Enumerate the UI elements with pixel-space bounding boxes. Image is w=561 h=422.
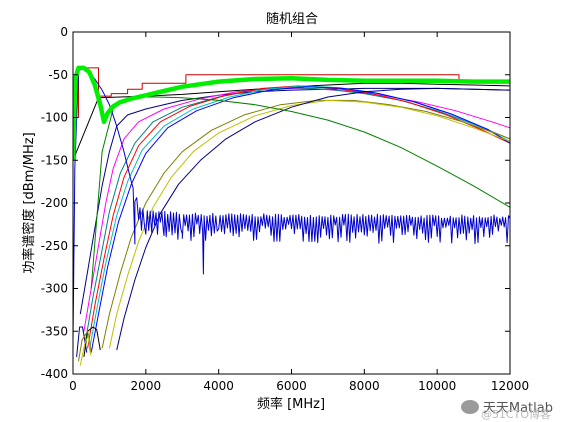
y-tick-label: -50 xyxy=(48,68,68,82)
wechat-icon xyxy=(460,399,479,414)
series-line-9 xyxy=(108,99,510,349)
x-tick-label: 4000 xyxy=(203,379,234,393)
series-line-10 xyxy=(116,87,510,351)
series-line-4 xyxy=(85,87,510,340)
x-axis-label: 频率 [MHz] xyxy=(257,396,325,412)
x-tick-label: 0 xyxy=(69,379,77,393)
series-line-16 xyxy=(78,330,92,362)
watermark-sub: @51CTO博客 xyxy=(480,408,551,421)
series-line-5 xyxy=(87,85,510,349)
y-tick-label: 0 xyxy=(60,25,68,39)
y-tick-label: -100 xyxy=(41,111,68,125)
x-tick-label: 10000 xyxy=(418,379,456,393)
series-line-11 xyxy=(90,96,510,289)
series-line-0 xyxy=(73,67,510,118)
series-line-7 xyxy=(90,86,510,353)
y-axis-label: 功率谱密度 [dBm/MHz] xyxy=(21,132,37,273)
series-layer xyxy=(73,65,510,366)
y-tick-label: -400 xyxy=(41,367,68,381)
y-tick-label: -300 xyxy=(41,282,68,296)
series-line-13 xyxy=(73,65,510,161)
x-tick-label: 8000 xyxy=(349,379,380,393)
y-tick-label: -150 xyxy=(41,153,68,167)
series-line-2 xyxy=(79,87,510,315)
y-tick-label: -250 xyxy=(41,239,68,253)
series-line-3 xyxy=(83,87,510,332)
watermark-text: 天天Matlab xyxy=(482,401,553,416)
series-line-8 xyxy=(101,99,510,349)
x-tick-label: 6000 xyxy=(276,379,307,393)
series-line-12 xyxy=(73,68,510,340)
y-tick-label: -350 xyxy=(41,324,68,338)
x-tick-label: 12000 xyxy=(491,379,529,393)
y-tick-label: -200 xyxy=(41,196,68,210)
ticks-layer: 0 2000 4000 6000 8000 10000 12000 0 -50 -100 -150 -… xyxy=(41,25,529,393)
watermark: 天天Matlab xyxy=(460,397,553,416)
x-tick-label: 2000 xyxy=(131,379,162,393)
series-line-15 xyxy=(76,326,88,357)
plot-frame xyxy=(72,31,511,375)
chart-title: 随机组合 xyxy=(266,12,318,27)
series-line-17 xyxy=(79,335,91,366)
series-line-14 xyxy=(83,326,101,357)
